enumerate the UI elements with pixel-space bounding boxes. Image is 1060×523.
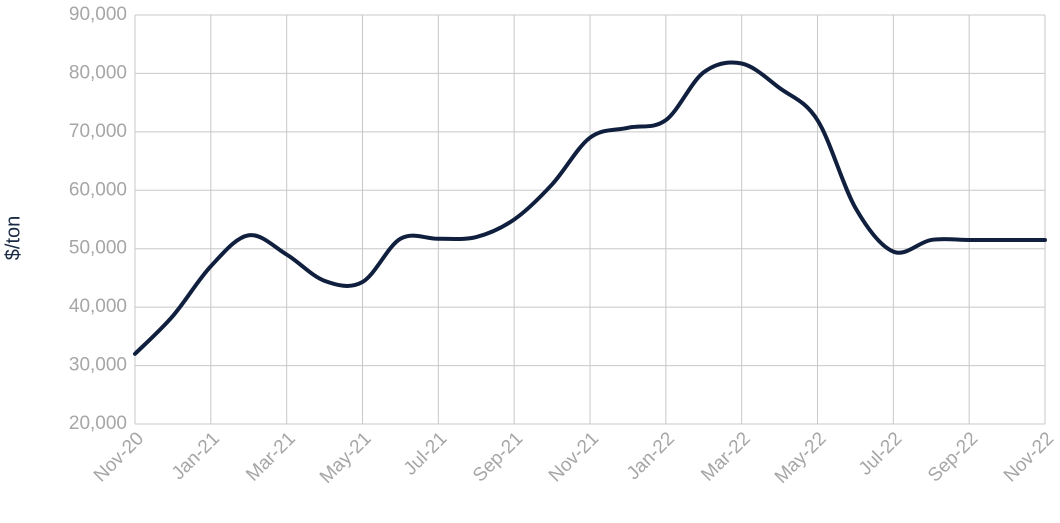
x-tick-label: Nov-21 (545, 428, 603, 486)
y-tick-label: 40,000 (69, 296, 127, 317)
x-tick-label: Sep-21 (469, 428, 527, 486)
x-tick-label: Nov-22 (1000, 428, 1058, 486)
y-tick-label: 30,000 (69, 355, 127, 376)
y-tick-label: 60,000 (69, 179, 127, 200)
y-tick-label: 80,000 (69, 62, 127, 83)
x-tick-label: Nov-20 (90, 428, 148, 486)
y-axis-label: $/ton (2, 216, 24, 260)
x-tick-label: May-22 (771, 428, 831, 488)
x-tick-label: Mar-21 (242, 428, 299, 485)
line (133, 60, 1047, 356)
y-tick-label: 90,000 (69, 4, 127, 25)
x-tick-label: Sep-22 (924, 428, 982, 486)
x-tick-label: Mar-22 (697, 428, 754, 485)
x-tick-label: Jan-21 (168, 428, 224, 484)
x-tick-label: May-21 (316, 428, 376, 488)
x-tick-label: Jul-22 (855, 428, 906, 479)
x-tick-label: Jan-22 (623, 428, 679, 484)
y-tick-label: 70,000 (69, 121, 127, 142)
y-tick-label: 20,000 (69, 413, 127, 434)
y-tick-label: 50,000 (69, 238, 127, 259)
x-tick-label: Jul-21 (400, 428, 451, 479)
